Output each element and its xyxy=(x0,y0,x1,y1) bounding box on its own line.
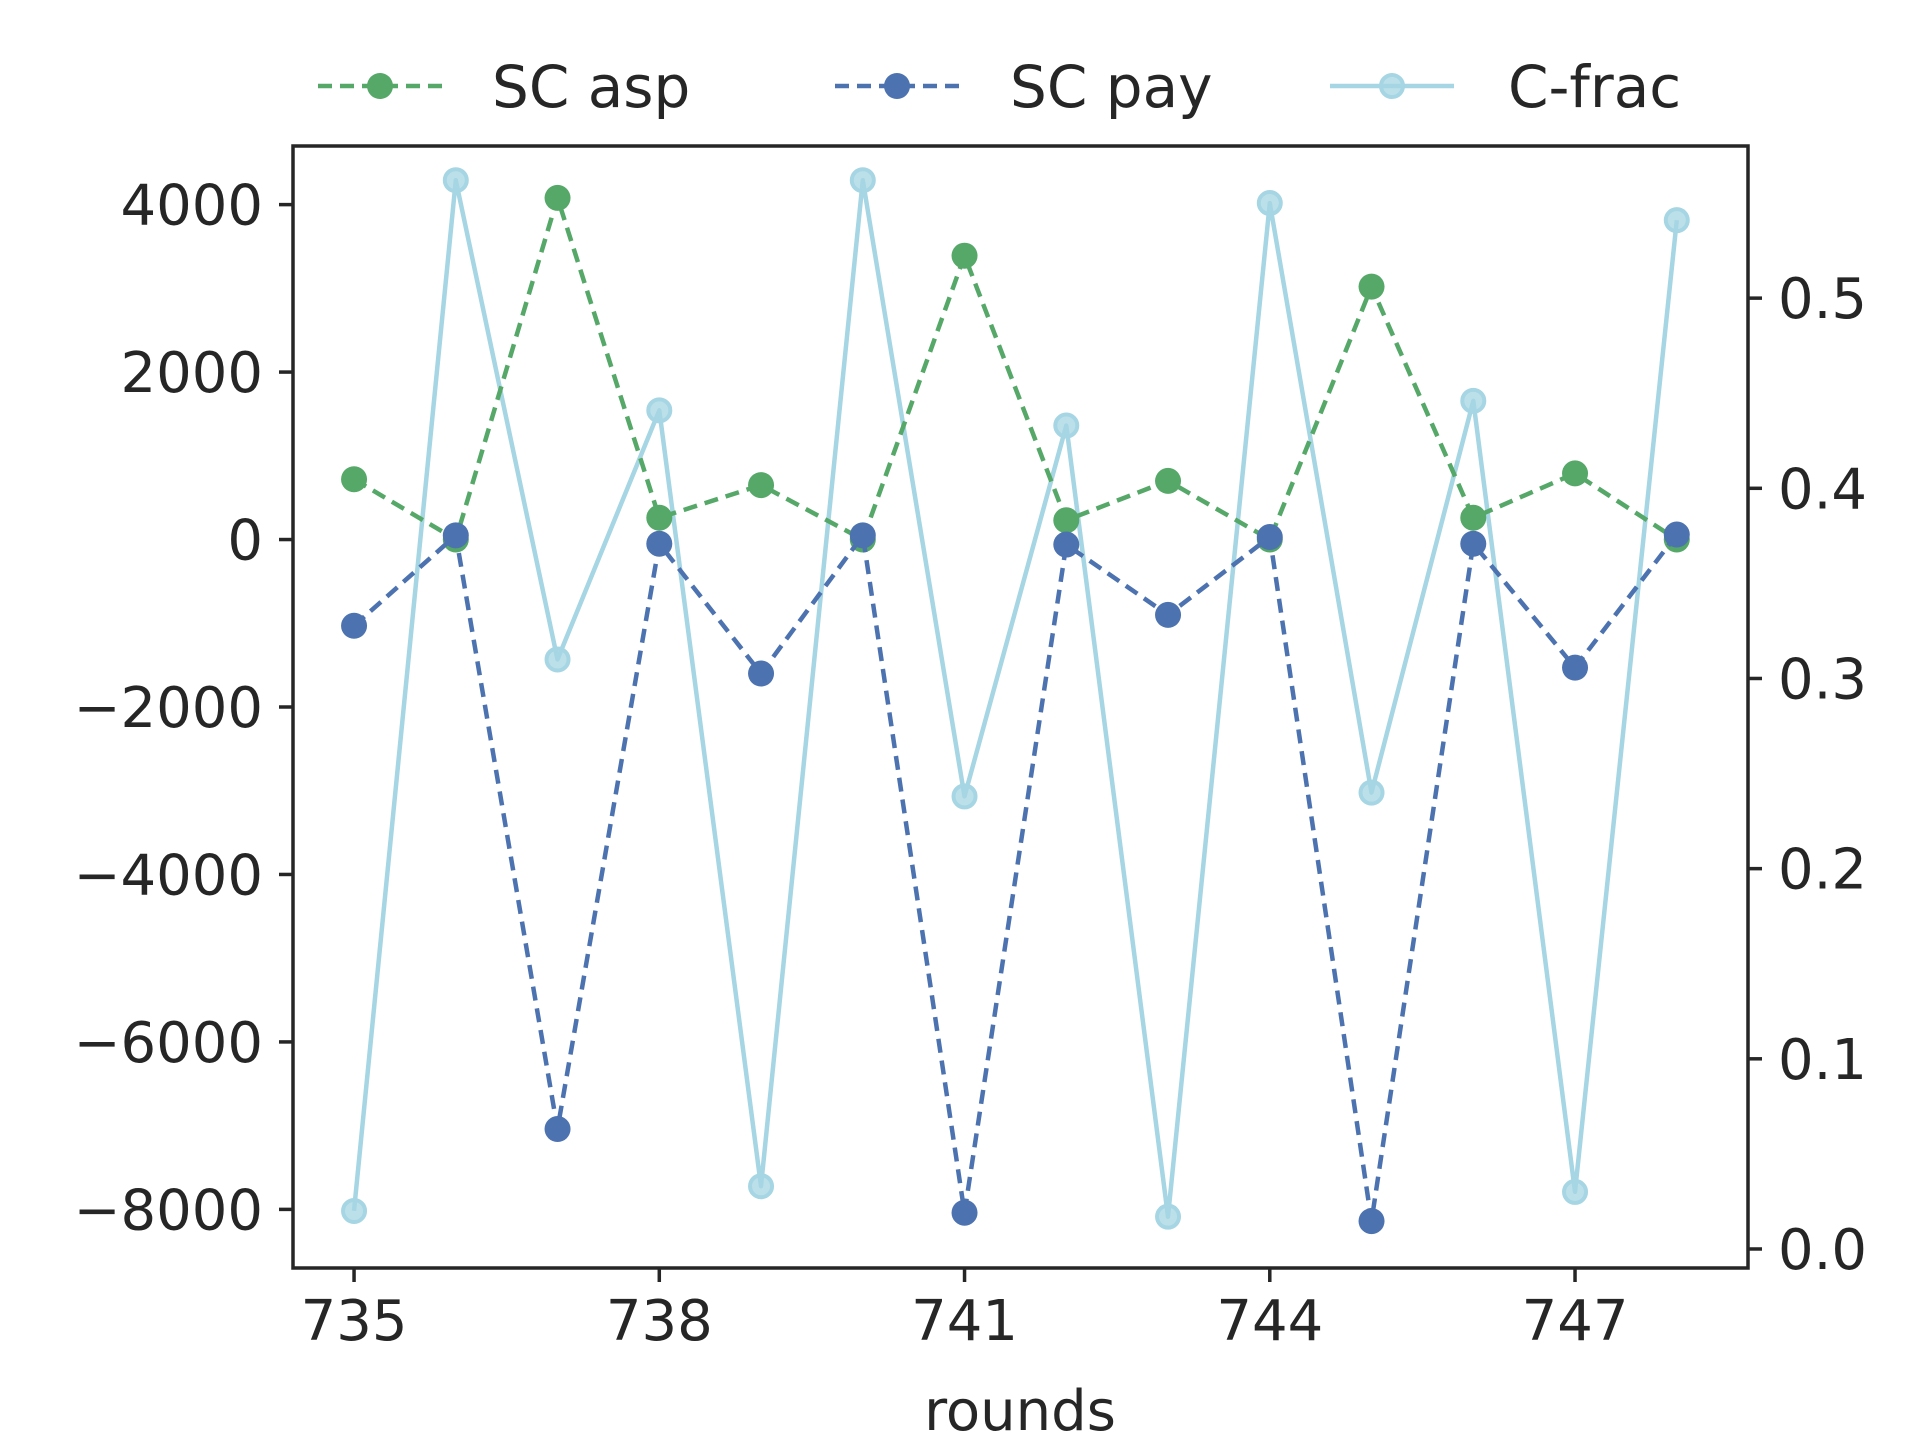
y2-tick-label: 0.2 xyxy=(1778,838,1867,903)
data-point xyxy=(951,1199,978,1226)
legend-label: SC pay xyxy=(1010,53,1212,121)
data-point xyxy=(849,167,876,194)
legend-marker xyxy=(884,73,910,99)
data-point xyxy=(442,522,469,549)
y-tick-label: 4000 xyxy=(120,174,263,239)
data-point xyxy=(1256,524,1283,551)
data-point xyxy=(951,783,978,810)
data-point xyxy=(544,184,571,211)
data-point xyxy=(951,242,978,269)
x-tick-label: 747 xyxy=(1522,1289,1629,1354)
x-tick-label: 741 xyxy=(911,1289,1018,1354)
series-line-sc-asp xyxy=(352,195,1679,542)
y-tick-label: −2000 xyxy=(74,676,263,741)
series-line-c-frac xyxy=(351,177,1680,1219)
data-point xyxy=(1155,601,1182,628)
y-tick-label: −6000 xyxy=(74,1011,263,1076)
y2-tick-label: 0.1 xyxy=(1778,1028,1867,1093)
data-point xyxy=(1053,412,1080,439)
series-line-sc-pay xyxy=(352,533,1679,1224)
data-point xyxy=(1358,779,1385,806)
legend-item-sc-pay: SC pay xyxy=(835,53,1212,121)
data-point xyxy=(748,660,775,687)
data-point xyxy=(1460,387,1487,414)
data-point xyxy=(1256,190,1283,217)
data-point xyxy=(1155,1203,1182,1230)
legend-item-sc-asp: SC asp xyxy=(318,53,690,121)
y2-tick-label: 0.5 xyxy=(1778,267,1867,332)
data-point xyxy=(646,530,673,557)
data-point xyxy=(442,167,469,194)
data-point xyxy=(544,1116,571,1143)
data-point xyxy=(1562,654,1589,681)
y-tick-label: −4000 xyxy=(74,843,263,908)
y-tick-label: −8000 xyxy=(74,1178,263,1243)
data-point xyxy=(1053,531,1080,558)
x-tick-label: 735 xyxy=(301,1289,408,1354)
x-tick-label: 738 xyxy=(606,1289,713,1354)
data-point xyxy=(1663,521,1690,548)
y-tick-label: 2000 xyxy=(120,341,263,406)
y2-tick-label: 0.3 xyxy=(1778,647,1867,712)
data-point xyxy=(748,1173,775,1200)
series-layer xyxy=(341,167,1690,1235)
data-point xyxy=(1053,507,1080,534)
data-point xyxy=(544,646,571,673)
legend: SC asp SC pay C-frac xyxy=(318,53,1681,121)
legend-label: SC asp xyxy=(492,53,690,121)
y2-tick-label: 0.4 xyxy=(1778,457,1867,522)
data-point xyxy=(849,522,876,549)
axis-layer: 735 738 741 744 747 4000 2000 0 −2000 −4000 −6000 −… xyxy=(74,174,1868,1354)
data-point xyxy=(1663,207,1690,234)
data-point xyxy=(1358,273,1385,300)
legend-item-c-frac: C-frac xyxy=(1330,53,1681,121)
data-point xyxy=(341,1197,368,1224)
data-point xyxy=(1358,1208,1385,1235)
data-point xyxy=(646,504,673,531)
legend-marker xyxy=(1379,73,1405,99)
x-axis-label: rounds xyxy=(924,1379,1116,1440)
data-point xyxy=(341,466,368,493)
data-point xyxy=(646,397,673,424)
data-point xyxy=(1562,460,1589,487)
plot-frame xyxy=(291,144,1750,1270)
data-point xyxy=(1460,530,1487,557)
legend-marker xyxy=(367,73,393,99)
y2-tick-label: 0.0 xyxy=(1778,1218,1867,1283)
data-point xyxy=(341,612,368,639)
data-point xyxy=(1562,1178,1589,1205)
legend-label: C-frac xyxy=(1508,53,1681,121)
x-tick-label: 744 xyxy=(1216,1289,1323,1354)
data-point xyxy=(1460,504,1487,531)
data-point xyxy=(1155,467,1182,494)
y-tick-label: 0 xyxy=(227,509,263,574)
data-point xyxy=(748,472,775,499)
